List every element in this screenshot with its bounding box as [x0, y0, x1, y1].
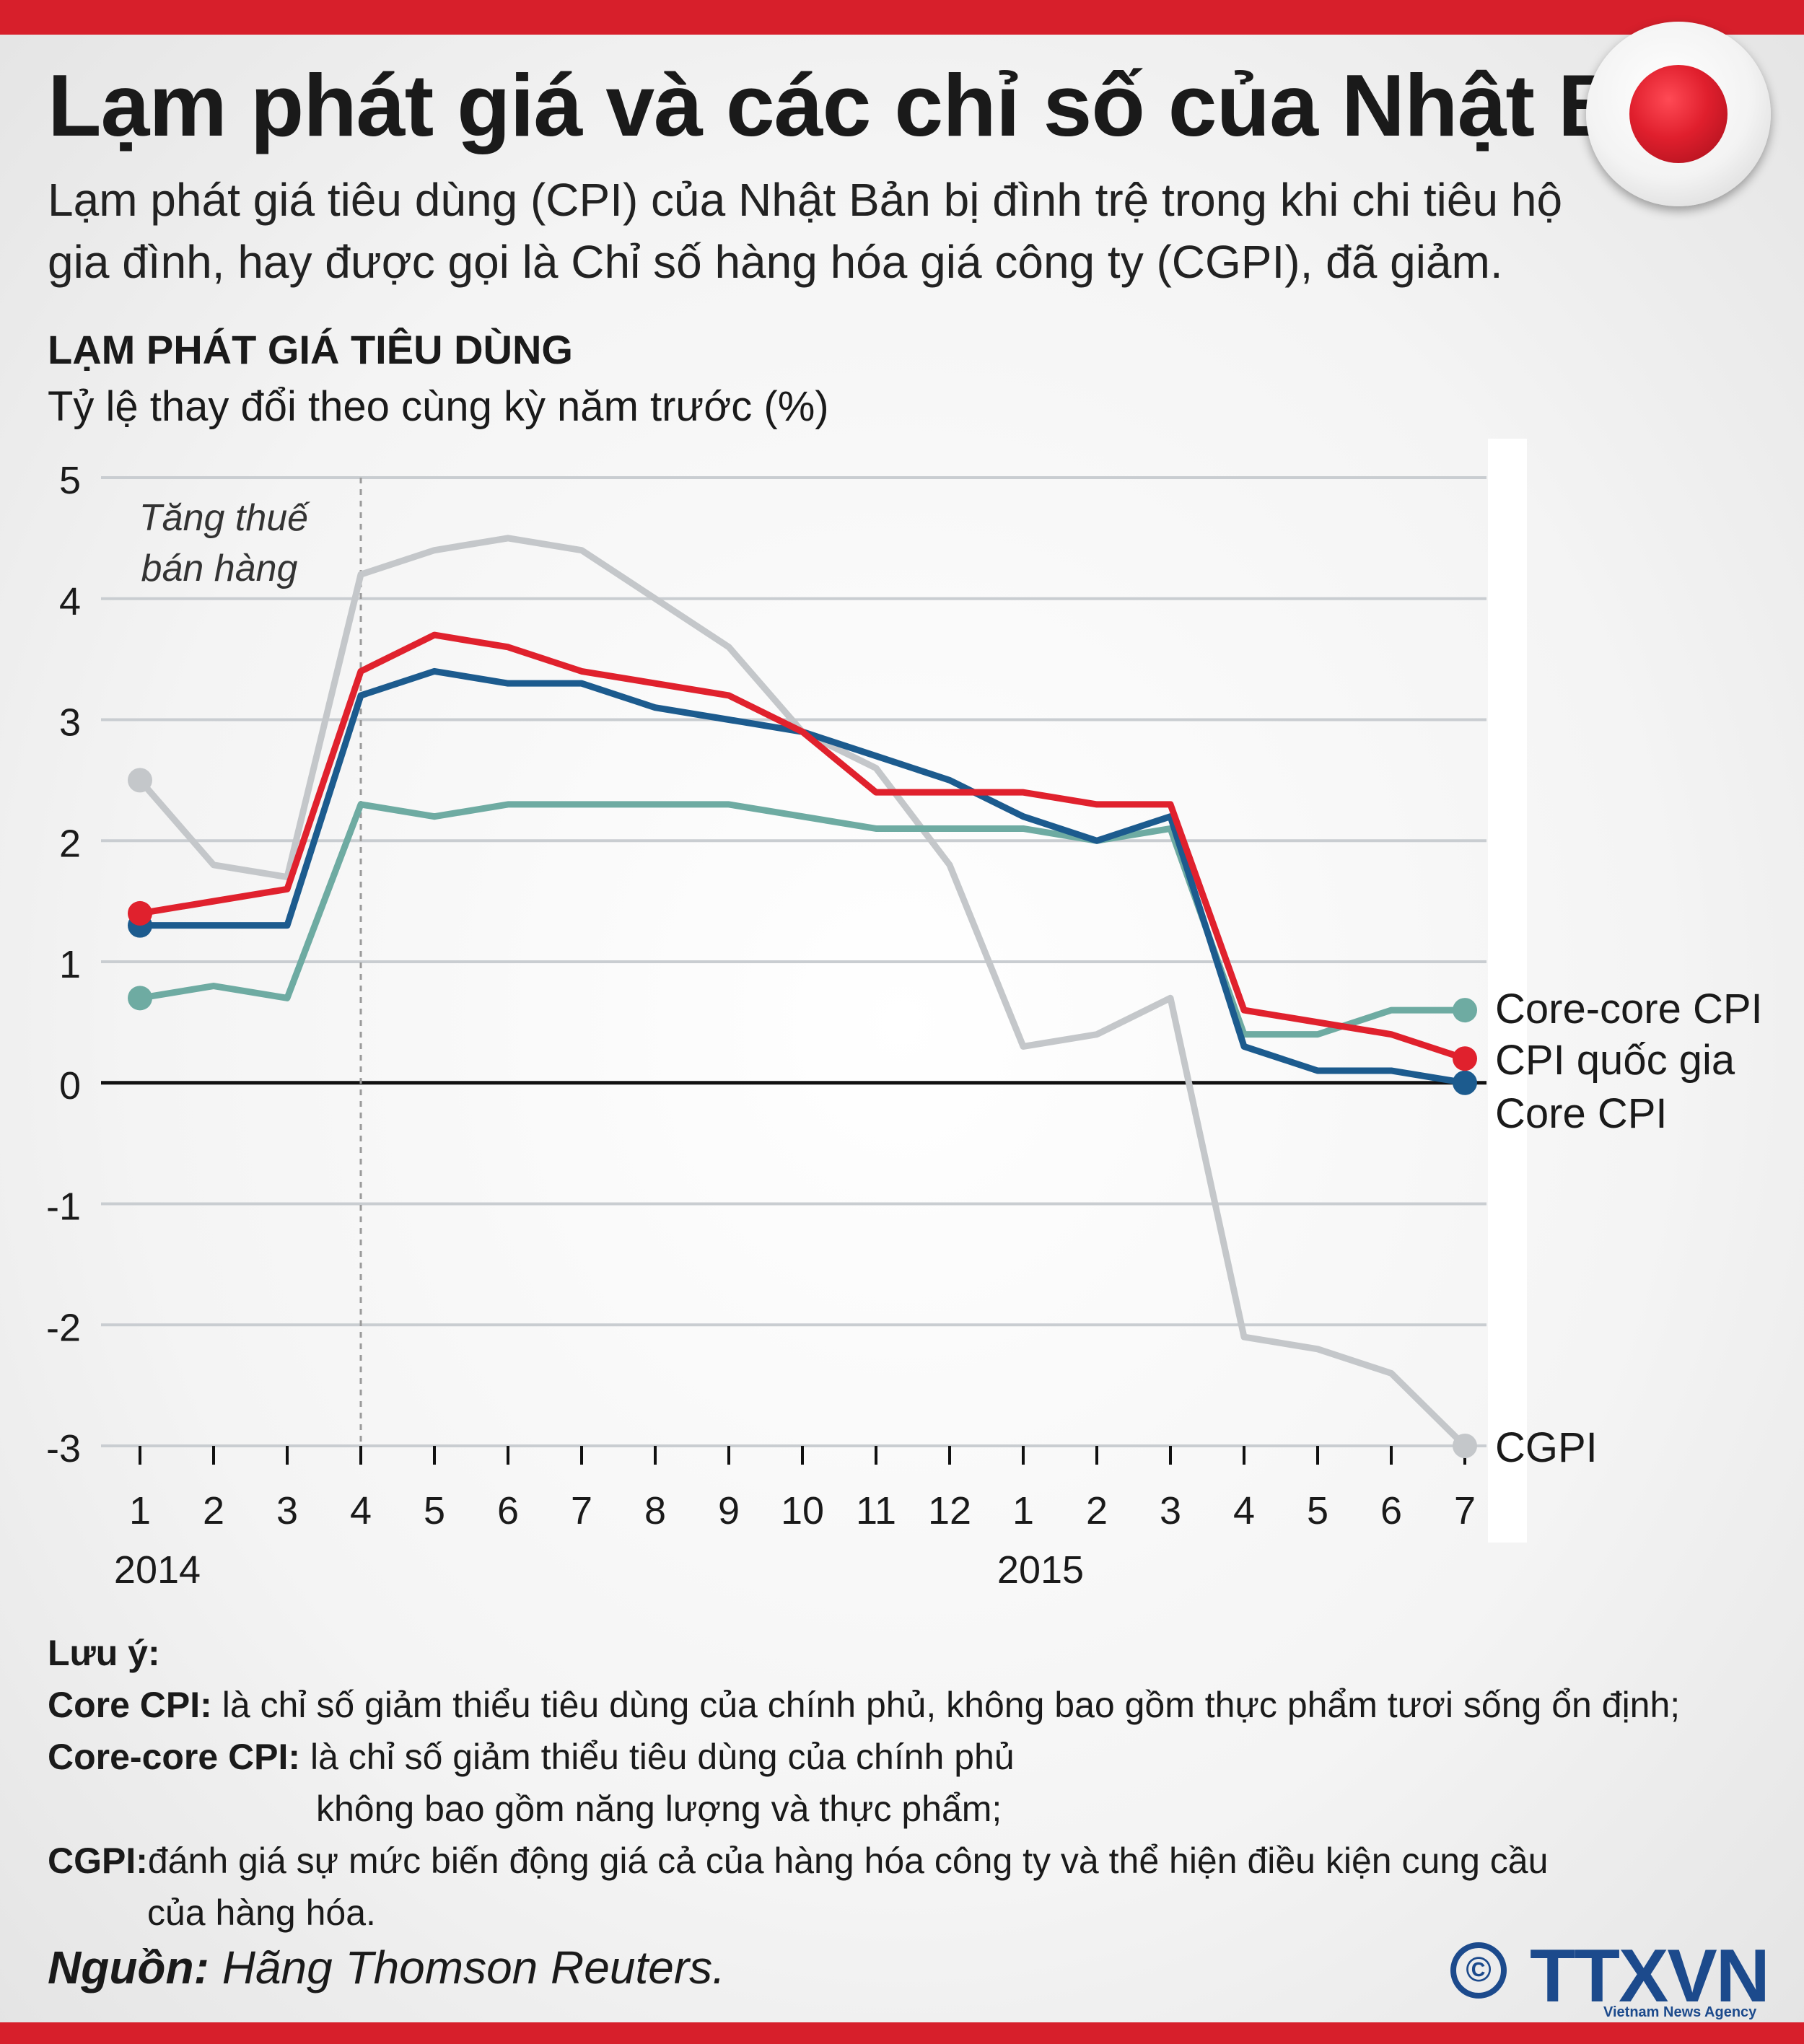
series-end-point — [1453, 998, 1477, 1023]
x-tick-label: 8 — [644, 1489, 666, 1532]
note-core-core-cpi: Core-core CPI: là chỉ số giảm thiểu tiêu… — [48, 1731, 1765, 1783]
notes-section: Lưu ý: Core CPI: là chỉ số giảm thiểu ti… — [48, 1627, 1765, 1939]
note-core-core-label: Core-core CPI: — [48, 1737, 301, 1777]
y-tick-label: -1 — [46, 1185, 81, 1229]
source-text: Hãng Thomson Reuters. — [222, 1942, 725, 1993]
source-line: Nguồn: Hãng Thomson Reuters. — [48, 1941, 725, 1994]
series-label: CPI quốc gia — [1495, 1037, 1735, 1084]
note-core-cpi-text: là chỉ số giảm thiểu tiêu dùng của chính… — [222, 1685, 1681, 1725]
copyright-icon: © — [1450, 1942, 1507, 1999]
series-start-point — [128, 768, 152, 793]
note-core-core-text2: không bao gồm năng lượng và thực phẩm; — [316, 1789, 1002, 1829]
ttxvn-logo: © TTXVN Vietnam News Agency — [1450, 1934, 1770, 2020]
y-tick-label: 2 — [59, 822, 81, 865]
y-tick-label: 5 — [59, 459, 81, 502]
page-title: Lạm phát giá và các chỉ số của Nhật Bản — [48, 56, 1722, 154]
chart-ylabel: Tỷ lệ thay đổi theo cùng kỳ năm trước (%… — [48, 383, 829, 430]
series-line — [136, 535, 1468, 1449]
y-tick-label: 1 — [59, 943, 81, 986]
x-tick-label: 4 — [1233, 1489, 1255, 1532]
x-tick-label: 1 — [1012, 1489, 1034, 1532]
series-start-point — [128, 986, 152, 1011]
series-label: CGPI — [1495, 1424, 1598, 1471]
y-tick-label: 4 — [59, 580, 81, 623]
plot-right-band — [1488, 439, 1527, 1543]
x-tick-label: 3 — [276, 1489, 298, 1532]
y-tick-label: 0 — [59, 1064, 81, 1107]
x-tick-label: 10 — [781, 1489, 824, 1532]
bottom-accent-bar — [0, 2022, 1804, 2044]
top-accent-bar — [0, 0, 1804, 35]
notes-heading: Lưu ý: — [48, 1633, 160, 1673]
x-tick-label: 12 — [928, 1489, 971, 1532]
note-cgpi: CGPI:đánh giá sự mức biến động giá cả củ… — [48, 1835, 1765, 1887]
note-cgpi-text1: đánh giá sự mức biến động giá cả của hàn… — [147, 1841, 1549, 1881]
page-subtitle: Lạm phát giá tiêu dùng (CPI) của Nhật Bả… — [48, 174, 1563, 288]
logo-subtitle: Vietnam News Agency — [1603, 2004, 1757, 2020]
x-tick-label: 2 — [1086, 1489, 1108, 1532]
x-tick-label: 1 — [129, 1489, 151, 1532]
logo-name: TTXVN — [1530, 1934, 1770, 2018]
x-tick-label: 2 — [203, 1489, 224, 1532]
x-tick-label: 5 — [424, 1489, 445, 1532]
x-tick-label: 11 — [856, 1489, 896, 1532]
x-tick-label: 3 — [1160, 1489, 1181, 1532]
x-year-label: 2015 — [997, 1548, 1084, 1592]
x-tick-label: 5 — [1307, 1489, 1328, 1532]
x-tick-label: 6 — [497, 1489, 519, 1532]
x-tick-label: 6 — [1380, 1489, 1402, 1532]
y-tick-label: 3 — [59, 701, 81, 745]
series-end-point — [1453, 1434, 1477, 1458]
series-line — [136, 801, 1468, 1038]
series-label: Core-core CPI — [1495, 986, 1763, 1032]
note-core-cpi-label: Core CPI: — [48, 1685, 212, 1725]
x-tick-label: 7 — [1454, 1489, 1476, 1532]
note-cgpi-text2: của hàng hóa. — [147, 1892, 376, 1933]
source-label: Nguồn: — [48, 1942, 209, 1993]
annotation-text-2: bán hàng — [141, 548, 298, 589]
x-tick-label: 7 — [571, 1489, 592, 1532]
series-end-point — [1453, 1046, 1477, 1071]
x-tick-label: 9 — [718, 1489, 740, 1532]
note-cgpi-label: CGPI: — [48, 1841, 148, 1881]
y-tick-label: -2 — [46, 1306, 81, 1349]
japan-flag-icon — [1586, 22, 1771, 206]
note-core-cpi: Core CPI: là chỉ số giảm thiểu tiêu dùng… — [48, 1679, 1765, 1731]
y-tick-label: -3 — [46, 1427, 81, 1470]
note-core-core-text1: là chỉ số giảm thiểu tiêu dùng của chính… — [310, 1737, 1015, 1777]
annotation-text-1: Tăng thuế — [139, 497, 310, 539]
x-year-label: 2014 — [114, 1548, 201, 1592]
series-line — [136, 631, 1468, 1062]
x-tick-label: 4 — [350, 1489, 372, 1532]
series-start-point — [128, 900, 152, 926]
chart-title: LẠM PHÁT GIÁ TIÊU DÙNG — [48, 327, 573, 372]
series-label: Core CPI — [1495, 1090, 1668, 1137]
series-end-point — [1453, 1070, 1477, 1095]
